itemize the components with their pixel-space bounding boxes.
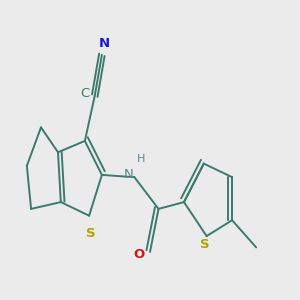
Text: N: N bbox=[123, 168, 133, 182]
Text: C: C bbox=[80, 87, 90, 100]
Text: S: S bbox=[86, 227, 95, 240]
Text: H: H bbox=[137, 154, 146, 164]
Text: N: N bbox=[99, 37, 110, 50]
Text: S: S bbox=[200, 238, 210, 251]
Text: O: O bbox=[134, 248, 145, 261]
